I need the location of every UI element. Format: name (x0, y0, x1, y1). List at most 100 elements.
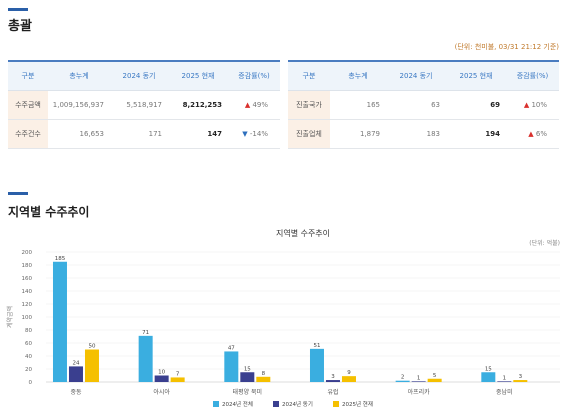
table-header-row: 구분 총누계 2024 동기 2025 현재 증감률(%) (8, 60, 280, 91)
cell-rate: ▲ 10% (506, 90, 559, 120)
x-tick-label: 아프리카 (408, 388, 431, 396)
col-header: 증감률(%) (228, 60, 280, 91)
chart-title: 지역별 수주추이 (276, 228, 330, 238)
bar (256, 376, 271, 382)
row-label: 진출업체 (288, 119, 330, 149)
bar (395, 380, 410, 382)
regional-title: 지역별 수주추이 (8, 205, 90, 219)
cell-rate: ▲ 49% (228, 90, 280, 120)
bar (154, 375, 169, 382)
col-header: 구분 (8, 60, 48, 91)
cell-rate: ▼ -14% (228, 119, 280, 149)
y-tick-label: 20 (25, 367, 32, 373)
bar (224, 351, 239, 382)
col-header: 구분 (288, 60, 330, 91)
legend-label: 2024년 동기 (282, 400, 313, 408)
legend-swatch (333, 401, 339, 407)
cell-total: 16,653 (48, 119, 110, 149)
cell-rate: ▲ 6% (506, 119, 559, 149)
arrow-up-icon: ▲ (244, 100, 251, 109)
cell-total: 1,879 (330, 119, 386, 149)
data-label: 5 (433, 373, 437, 379)
x-tick-label: 태평양 북미 (233, 388, 263, 396)
arrow-up-icon: ▲ (523, 100, 530, 109)
col-header: 총누계 (330, 60, 386, 91)
chart-unit-note: (단위: 억불) (529, 239, 560, 247)
data-label: 9 (347, 370, 351, 376)
bar (481, 372, 496, 382)
bar (138, 335, 153, 382)
y-tick-label: 60 (25, 341, 32, 347)
data-label: 2 (401, 375, 405, 381)
x-tick-label: 중동 (70, 389, 82, 396)
table-row: 진출국가 165 63 69 ▲ 10% (288, 90, 559, 120)
col-header: 2025 현재 (168, 60, 228, 91)
rate-value: -14% (249, 129, 268, 138)
data-label: 15 (485, 366, 492, 372)
x-tick-label: 아시아 (153, 388, 170, 396)
legend-swatch (213, 401, 219, 407)
y-tick-label: 80 (25, 328, 32, 334)
legend-label: 2025년 현재 (342, 400, 373, 408)
col-header: 총누계 (48, 60, 110, 91)
y-tick-label: 0 (29, 380, 33, 386)
bar (170, 377, 185, 382)
table-row: 수주건수 16,653 171 147 ▼ -14% (8, 119, 280, 149)
y-tick-label: 160 (22, 276, 33, 282)
bar (325, 380, 340, 382)
data-label: 47 (228, 345, 235, 351)
row-label: 수주금액 (8, 90, 48, 120)
cell-total: 1,009,156,937 (48, 90, 110, 120)
y-tick-label: 180 (22, 263, 33, 269)
cell-2025: 8,212,253 (168, 90, 228, 120)
cell-2024: 183 (386, 119, 446, 149)
arrow-up-icon: ▲ (528, 129, 534, 138)
y-axis-label: 계약금액 (6, 306, 14, 328)
bar (240, 372, 255, 382)
summary-table-left: 구분 총누계 2024 동기 2025 현재 증감률(%) 수주금액 1,009… (8, 60, 280, 149)
cell-2025: 147 (168, 119, 228, 149)
row-label: 진출국가 (288, 90, 330, 120)
legend-label: 2024년 전체 (222, 400, 253, 408)
x-tick-label: 유럽 (327, 388, 338, 396)
col-header: 증감률(%) (506, 60, 559, 91)
arrow-down-icon: ▼ (242, 129, 248, 138)
y-tick-label: 40 (25, 354, 32, 360)
legend-swatch (273, 401, 279, 407)
col-header: 2024 동기 (386, 60, 446, 91)
y-tick-label: 200 (22, 250, 33, 256)
data-label: 51 (313, 343, 320, 349)
bar (84, 349, 99, 382)
data-label: 8 (262, 371, 266, 377)
y-tick-label: 100 (22, 315, 33, 321)
bar (52, 261, 67, 382)
col-header: 2025 현재 (446, 60, 506, 91)
cell-2025: 194 (446, 119, 506, 149)
data-label: 3 (519, 374, 523, 380)
rate-value: 6% (535, 129, 547, 138)
summary-table-right: 구분 총누계 2024 동기 2025 현재 증감률(%) 진출국가 165 6… (288, 60, 559, 149)
section-bar-summary (8, 8, 28, 11)
bar (497, 381, 512, 382)
data-label: 1 (503, 375, 507, 381)
bar (411, 381, 426, 382)
table-row: 진출업체 1,879 183 194 ▲ 6% (288, 119, 559, 149)
data-label: 15 (244, 366, 251, 372)
data-label: 50 (88, 344, 95, 350)
row-label: 수주건수 (8, 119, 48, 149)
rate-value: 49% (252, 100, 268, 109)
cell-2024: 171 (110, 119, 168, 149)
cell-2025: 69 (446, 90, 506, 120)
data-label: 71 (142, 330, 149, 336)
table-row: 수주금액 1,009,156,937 5,518,917 8,212,253 ▲… (8, 90, 280, 120)
rate-value: 10% (531, 100, 547, 109)
summary-unit-note: (단위: 천미불, 03/31 21:12 기준) (454, 43, 559, 51)
data-label: 10 (158, 370, 165, 376)
data-label: 3 (331, 374, 335, 380)
section-bar-regional (8, 192, 28, 195)
table-header-row: 구분 총누계 2024 동기 2025 현재 증감률(%) (288, 60, 559, 91)
summary-title: 총괄 (8, 19, 32, 34)
bar (309, 348, 324, 382)
bar (68, 366, 83, 382)
